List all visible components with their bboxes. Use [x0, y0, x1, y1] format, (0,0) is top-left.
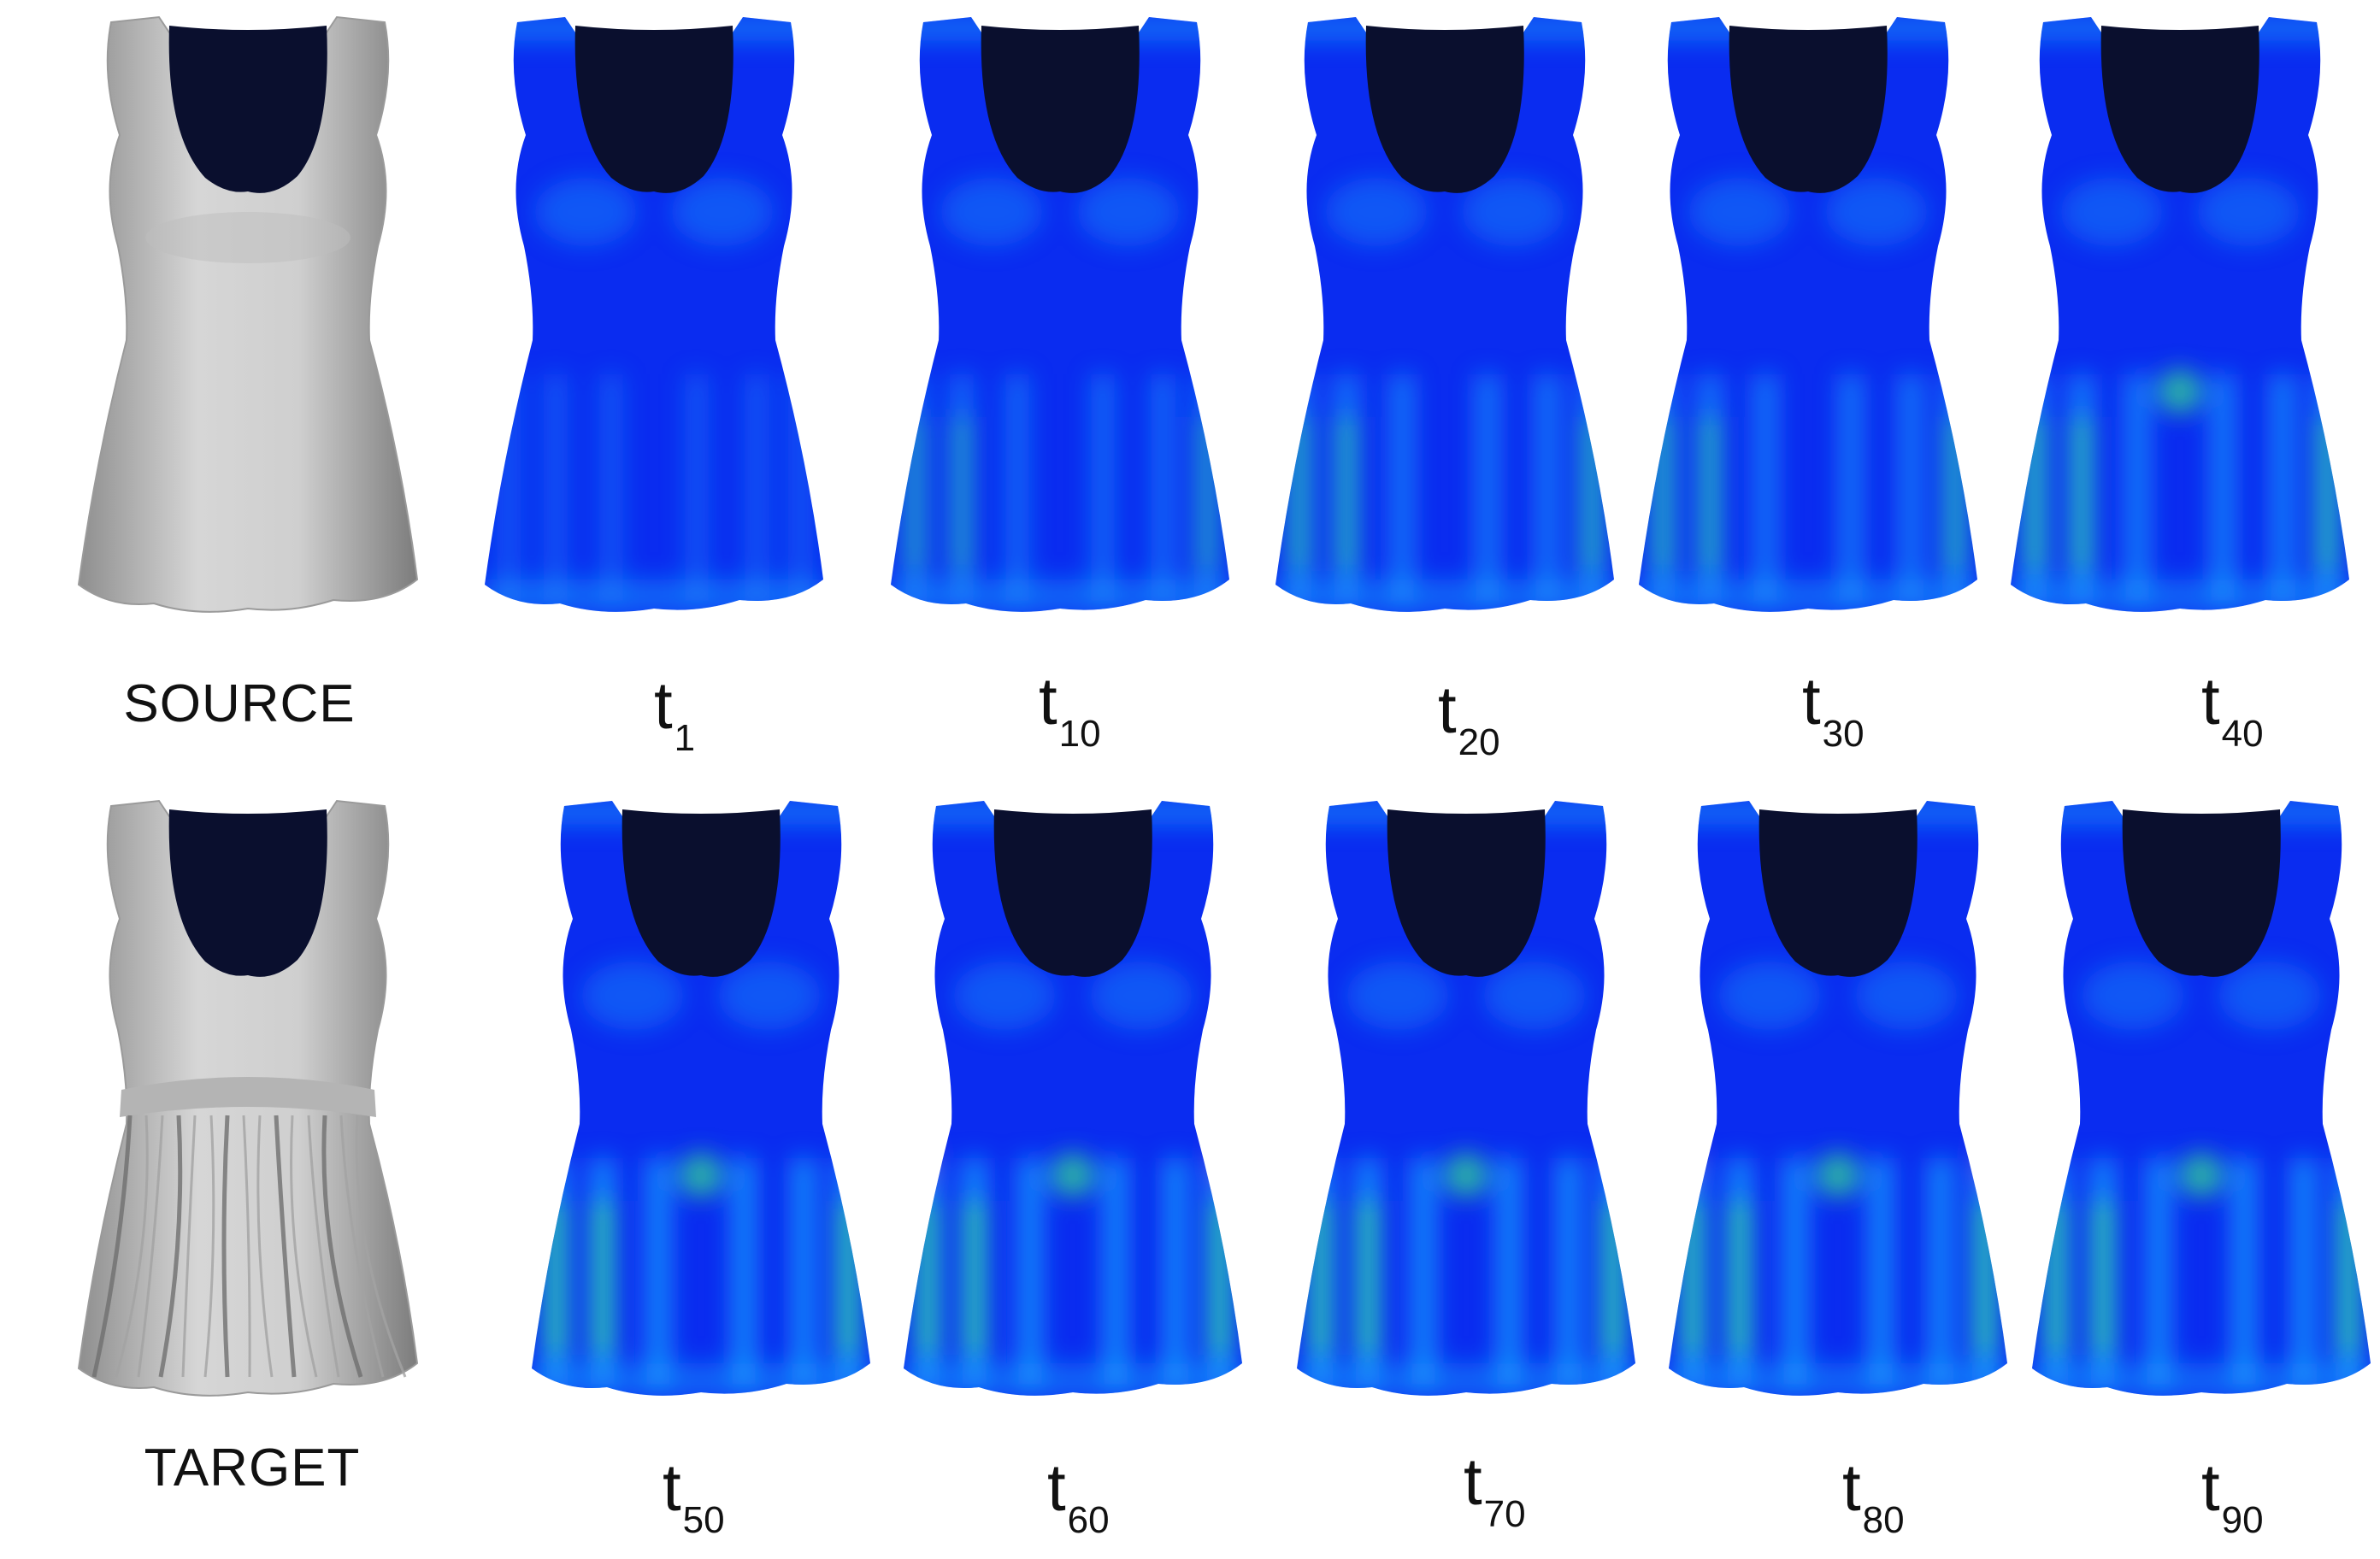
time-label-base: t — [2201, 663, 2220, 738]
skirt-fold — [290, 1115, 318, 1378]
time-label-base: t — [654, 668, 673, 743]
dress-body — [485, 17, 823, 612]
heatmap-dress-t20 — [1274, 15, 1616, 631]
bust-shading — [145, 212, 351, 263]
gather-band — [120, 1077, 376, 1117]
time-label-sub: 60 — [1067, 1499, 1110, 1541]
dress-body — [891, 17, 1229, 612]
skirt-fold — [181, 1115, 197, 1378]
skirt-fold — [274, 1115, 297, 1378]
source-caption: SOURCE — [123, 674, 356, 733]
time-label-t1: t1 — [654, 667, 825, 759]
heatmap-svg — [1669, 801, 2007, 1396]
heatmap-svg — [1297, 801, 1635, 1396]
heatmap-svg — [2032, 801, 2371, 1396]
time-label-base: t — [1464, 1444, 1482, 1519]
target-caption: TARGET — [144, 1438, 361, 1497]
neckline-hole — [168, 26, 327, 193]
time-label-base: t — [663, 1450, 681, 1525]
time-label-t10: t10 — [1039, 662, 1210, 755]
heatmap-dress-t80 — [1667, 799, 2009, 1415]
time-label-sub: 80 — [1862, 1499, 1905, 1541]
heatmap-svg — [891, 17, 1229, 612]
source-dress-render — [77, 15, 419, 631]
skirt-fold — [158, 1115, 183, 1378]
dress-body — [2032, 801, 2371, 1396]
heatmap-dress-t50 — [530, 799, 872, 1415]
neckline-hole — [993, 809, 1152, 977]
neckline-hole — [2122, 809, 2281, 977]
time-label-base: t — [2201, 1450, 2220, 1525]
time-label-base: t — [1842, 1450, 1861, 1525]
skirt-fold — [256, 1115, 274, 1378]
time-label-sub: 1 — [674, 717, 696, 759]
time-label-sub: 70 — [1483, 1493, 1526, 1535]
neckline-hole — [168, 809, 327, 977]
skirt-fold — [242, 1115, 251, 1378]
skirt-fold — [221, 1115, 230, 1378]
dress-body — [532, 801, 870, 1396]
dress-mesh-svg — [77, 15, 419, 613]
time-label-sub: 40 — [2221, 713, 2264, 755]
skirt-fold — [203, 1115, 215, 1378]
time-label-t40: t40 — [2201, 662, 2372, 755]
dress-body — [77, 15, 419, 613]
time-label-base: t — [1438, 672, 1457, 747]
time-label-sub: 30 — [1822, 713, 1865, 755]
dress-mesh-svg — [77, 799, 419, 1397]
time-label-t60: t60 — [1047, 1449, 1218, 1541]
time-label-base: t — [1802, 663, 1821, 738]
skirt-fold — [91, 1115, 133, 1378]
dress-body — [1669, 801, 2007, 1396]
time-label-t20: t20 — [1438, 671, 1609, 763]
heatmap-dress-t90 — [2030, 799, 2372, 1415]
time-label-t70: t70 — [1464, 1443, 1635, 1535]
neckline-hole — [622, 809, 781, 977]
neckline-hole — [1365, 26, 1524, 193]
time-label-sub: 50 — [682, 1499, 725, 1541]
heatmap-dress-t40 — [2009, 15, 2351, 631]
skirt-fold — [115, 1115, 149, 1378]
skirt-fold — [307, 1115, 340, 1378]
time-label-t30: t30 — [1802, 662, 1973, 755]
neckline-hole — [981, 26, 1140, 193]
skirt-fold — [137, 1115, 164, 1378]
skirt-fold — [321, 1115, 363, 1378]
neckline-hole — [1729, 26, 1888, 193]
time-label-base: t — [1047, 1450, 1066, 1525]
time-label-t80: t80 — [1842, 1449, 2013, 1541]
time-label-t90: t90 — [2201, 1449, 2372, 1541]
heatmap-svg — [904, 801, 1242, 1396]
heatmap-svg — [485, 17, 823, 612]
dress-body — [2011, 17, 2349, 612]
target-dress-render — [77, 799, 419, 1415]
time-label-t50: t50 — [663, 1449, 834, 1541]
heatmap-svg — [1275, 17, 1614, 612]
heatmap-dress-t1 — [483, 15, 825, 631]
dress-body — [1297, 801, 1635, 1396]
heatmap-svg — [1639, 17, 1977, 612]
neckline-hole — [574, 26, 733, 193]
heatmap-dress-t10 — [889, 15, 1231, 631]
heatmap-dress-t30 — [1637, 15, 1979, 631]
neckline-hole — [1387, 809, 1546, 977]
skirt-fold — [355, 1115, 407, 1378]
dress-body — [904, 801, 1242, 1396]
heatmap-svg — [532, 801, 870, 1396]
time-label-base: t — [1039, 663, 1057, 738]
dress-body — [1639, 17, 1977, 612]
dress-body — [1275, 17, 1614, 612]
heatmap-dress-t60 — [902, 799, 1244, 1415]
heatmap-svg — [2011, 17, 2349, 612]
neckline-hole — [1758, 809, 1918, 977]
time-label-sub: 10 — [1058, 713, 1101, 755]
heatmap-dress-t70 — [1295, 799, 1637, 1415]
neckline-hole — [2100, 26, 2259, 193]
time-label-sub: 20 — [1458, 721, 1500, 763]
time-label-sub: 90 — [2221, 1499, 2264, 1541]
skirt-fold — [339, 1115, 385, 1378]
